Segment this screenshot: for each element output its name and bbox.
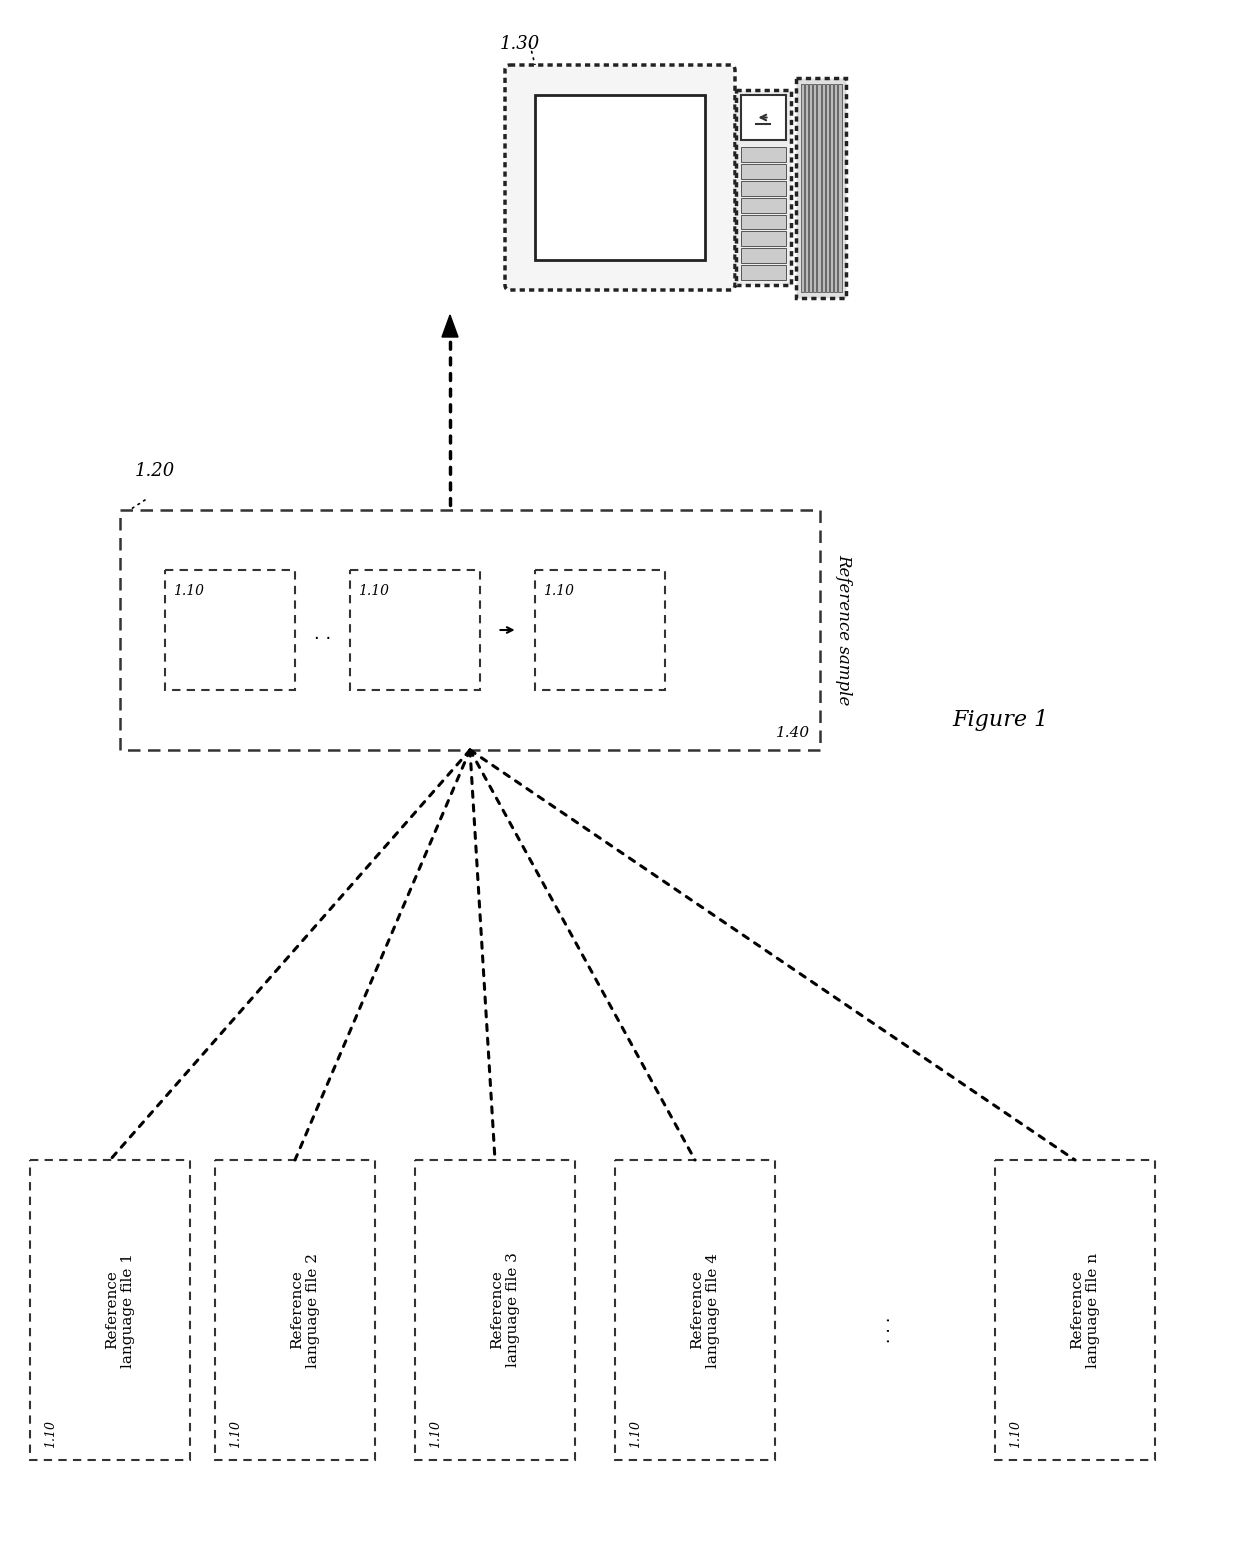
Polygon shape bbox=[441, 315, 458, 337]
Bar bbox=[838, 83, 842, 292]
Bar bbox=[826, 83, 828, 292]
Bar bbox=[350, 570, 480, 690]
Bar bbox=[801, 83, 804, 292]
Text: . .: . . bbox=[314, 625, 331, 642]
Text: . . .: . . . bbox=[875, 1317, 894, 1343]
Bar bbox=[534, 570, 665, 690]
Bar bbox=[742, 147, 786, 162]
FancyBboxPatch shape bbox=[737, 90, 791, 286]
Bar bbox=[742, 249, 786, 262]
Bar bbox=[120, 510, 820, 750]
Bar bbox=[534, 96, 706, 259]
Text: 1.10: 1.10 bbox=[629, 1420, 642, 1448]
Bar bbox=[805, 83, 808, 292]
Text: Figure 1: Figure 1 bbox=[952, 709, 1048, 730]
Bar bbox=[615, 1160, 775, 1461]
Text: 1.10: 1.10 bbox=[358, 584, 389, 598]
Bar bbox=[742, 181, 786, 196]
Text: 1.10: 1.10 bbox=[43, 1420, 57, 1448]
Bar bbox=[215, 1160, 374, 1461]
Text: Reference
language file 2: Reference language file 2 bbox=[290, 1252, 320, 1368]
Bar bbox=[821, 83, 825, 292]
Text: 1.10: 1.10 bbox=[543, 584, 574, 598]
Text: Reference
language file 3: Reference language file 3 bbox=[490, 1252, 520, 1368]
Text: Reference sample: Reference sample bbox=[835, 554, 852, 706]
Text: Reference
language file 4: Reference language file 4 bbox=[689, 1252, 720, 1368]
Bar bbox=[742, 266, 786, 279]
Bar bbox=[742, 232, 786, 245]
Text: 1.10: 1.10 bbox=[229, 1420, 242, 1448]
Bar bbox=[813, 83, 816, 292]
Text: 1.20: 1.20 bbox=[135, 462, 175, 480]
Text: 1.40: 1.40 bbox=[776, 726, 810, 740]
Text: Reference
language file 1: Reference language file 1 bbox=[105, 1252, 135, 1368]
Bar bbox=[165, 570, 295, 690]
Bar bbox=[830, 83, 833, 292]
Text: 1.10: 1.10 bbox=[174, 584, 205, 598]
Text: 1.10: 1.10 bbox=[1009, 1420, 1022, 1448]
Bar bbox=[742, 198, 786, 213]
Bar bbox=[994, 1160, 1154, 1461]
Bar bbox=[30, 1160, 190, 1461]
Bar bbox=[742, 96, 786, 141]
FancyBboxPatch shape bbox=[796, 79, 846, 298]
Bar bbox=[742, 164, 786, 179]
FancyBboxPatch shape bbox=[505, 65, 735, 290]
Bar bbox=[742, 215, 786, 230]
Bar bbox=[808, 83, 812, 292]
Text: 1.30: 1.30 bbox=[500, 36, 541, 52]
Text: Reference
language file n: Reference language file n bbox=[1070, 1252, 1100, 1368]
Bar bbox=[817, 83, 821, 292]
Bar bbox=[835, 83, 837, 292]
Bar bbox=[415, 1160, 575, 1461]
Text: 1.10: 1.10 bbox=[429, 1420, 441, 1448]
